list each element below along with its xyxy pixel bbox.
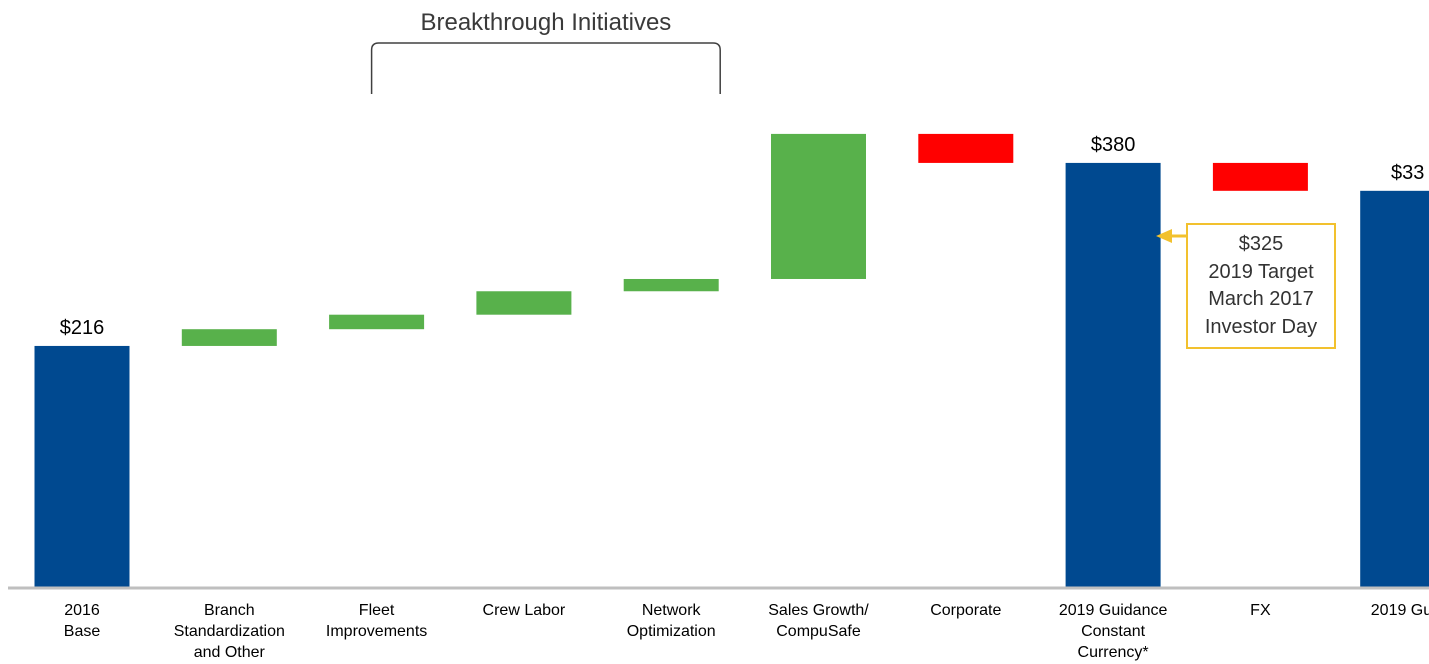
value-label: $216 (60, 317, 105, 339)
callout-line: Investor Day (1204, 315, 1318, 338)
bracket-line (370, 42, 721, 94)
decrease-bar (1212, 162, 1308, 191)
decrease-bar (918, 133, 1014, 163)
bracket-title: Breakthrough Initiatives (420, 9, 671, 36)
category-label: Base (64, 623, 101, 640)
bars (34, 133, 1429, 588)
category-labels: 2016 Base Branch Standardization and Other Fl… (64, 602, 1429, 661)
category-label: 2016 (64, 602, 100, 619)
category-label: 2019 Guidance (1059, 602, 1168, 619)
callout-line: 2019 Target (1208, 260, 1314, 283)
increase-bar (623, 278, 719, 292)
category-label: Standardization (174, 623, 285, 640)
category-label: Crew Labor (483, 602, 566, 619)
total-bar (34, 345, 130, 587)
total-bar (1065, 162, 1161, 588)
category-label: Sales Growth/ (768, 602, 869, 619)
increase-bar (771, 133, 866, 279)
value-label: $380 (1091, 134, 1136, 156)
value-label: $33 (1391, 162, 1424, 184)
increase-bar (329, 314, 425, 330)
category-label: Currency* (1078, 644, 1149, 661)
category-label: FX (1250, 602, 1271, 619)
category-label: 2019 Guid (1371, 602, 1429, 619)
category-label: Optimization (627, 623, 716, 640)
callout-line: March 2017 (1208, 288, 1314, 310)
target-callout: $325 2019 Target March 2017 Investor Day (1186, 223, 1336, 349)
callout-arrow (1156, 229, 1186, 243)
increase-bar (181, 329, 277, 346)
category-label: Constant (1081, 623, 1146, 640)
arrow-head (1156, 229, 1172, 243)
category-label: Branch (204, 602, 255, 619)
callout-line: $325 (1238, 233, 1284, 255)
category-label: Corporate (930, 602, 1001, 619)
category-label: Improvements (326, 623, 427, 640)
category-label: CompuSafe (776, 623, 861, 640)
category-label: Fleet (359, 602, 395, 619)
category-label: Network (642, 602, 702, 619)
total-bar (1360, 190, 1429, 587)
breakthrough-bracket: Breakthrough Initiatives (370, 9, 721, 94)
increase-bar (476, 291, 572, 315)
category-label: and Other (194, 644, 266, 661)
value-labels: $216 $380 $33 (60, 134, 1425, 339)
